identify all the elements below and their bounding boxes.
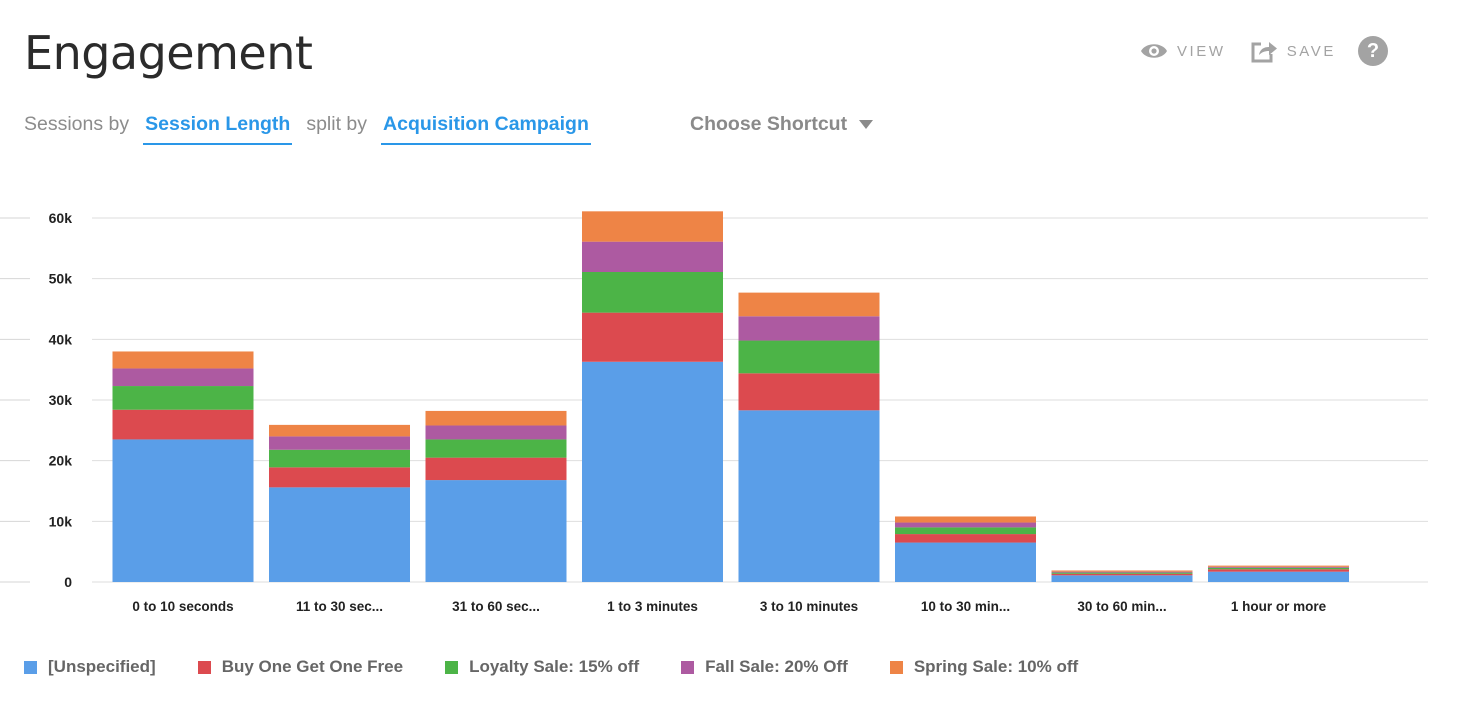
y-tick-label: 0 — [64, 574, 72, 590]
bar-segment — [1208, 567, 1349, 570]
legend-label: Fall Sale: 20% Off — [705, 657, 848, 676]
y-tick-label: 50k — [49, 271, 73, 287]
bar-segment — [895, 522, 1036, 528]
bar-segment — [895, 534, 1036, 543]
bar-segment — [582, 241, 723, 272]
legend-swatch — [681, 660, 695, 674]
view-button[interactable]: VIEW — [1140, 41, 1226, 61]
bar-segment — [425, 410, 567, 426]
y-tick-label: 60k — [49, 210, 73, 226]
bar-segment — [269, 487, 410, 582]
bar-segment — [1208, 571, 1349, 582]
split-text: split by — [306, 113, 368, 135]
bar-segment — [1051, 570, 1193, 572]
shortcut-dropdown[interactable]: Choose Shortcut — [690, 113, 874, 136]
y-tick-label: 20k — [49, 453, 73, 469]
view-label: VIEW — [1176, 42, 1226, 60]
legend-swatch — [889, 660, 903, 674]
bar-segment — [738, 373, 880, 411]
bar-segment — [1208, 565, 1349, 567]
bar-segment — [895, 527, 1036, 535]
x-tick-label: 30 to 60 min... — [1077, 599, 1166, 614]
y-tick-label: 10k — [49, 513, 73, 529]
legend-swatch — [445, 660, 459, 674]
bar-segment — [1051, 575, 1193, 582]
stacked-bar-chart: 0 10k 20k 30k 40k 50k 60k 0 to 10 seconds 11 to … — [0, 210, 1428, 614]
header-actions: VIEW SAVE ? — [1116, 36, 1388, 66]
eye-icon — [1140, 44, 1167, 58]
bar-segment — [1208, 566, 1349, 568]
bar-segment — [269, 424, 410, 437]
y-tick-label: 40k — [49, 331, 73, 347]
caret-down-icon — [859, 120, 874, 129]
measure-select[interactable]: Session Length — [143, 111, 293, 145]
bar-segment — [425, 480, 567, 582]
bar-segment — [738, 340, 880, 374]
bar-segment — [269, 449, 410, 468]
x-tick-label: 0 to 10 seconds — [132, 599, 233, 614]
chart-legend: [Unspecified] Buy One Get One Free Loyalty… — [24, 657, 1120, 677]
share-icon — [1251, 42, 1277, 63]
bar-segment — [112, 409, 254, 440]
bar-segment — [1051, 571, 1193, 573]
x-tick-label: 1 to 3 minutes — [607, 599, 698, 614]
x-tick-label: 1 hour or more — [1231, 599, 1327, 614]
bar-segment — [1051, 572, 1193, 574]
split-select[interactable]: Acquisition Campaign — [381, 111, 591, 145]
y-tick-label: 30k — [49, 392, 73, 408]
legend-item[interactable]: Spring Sale: 10% off — [889, 657, 1079, 677]
bar-segment — [738, 292, 880, 317]
bar-segment — [425, 439, 567, 458]
bar-segment — [895, 516, 1036, 523]
bar-segment — [112, 439, 254, 582]
legend-item[interactable]: Loyalty Sale: 15% off — [445, 657, 639, 677]
bar-segment — [425, 425, 567, 440]
legend-label: Loyalty Sale: 15% off — [469, 657, 640, 676]
bar-segment — [269, 467, 410, 488]
bar-segment — [1051, 573, 1193, 576]
shortcut-label: Choose Shortcut — [690, 113, 848, 135]
legend-item[interactable]: [Unspecified] — [24, 657, 156, 677]
x-tick-label: 11 to 30 sec... — [296, 599, 383, 614]
save-button[interactable]: SAVE — [1250, 39, 1336, 63]
legend-swatch — [197, 660, 211, 674]
bar-segment — [112, 386, 254, 410]
legend-swatch — [24, 660, 37, 674]
x-tick-label: 3 to 10 minutes — [760, 599, 858, 614]
legend-item[interactable]: Fall Sale: 20% Off — [681, 657, 848, 677]
query-prefix: Sessions by — [24, 113, 130, 135]
bar-segment — [269, 436, 410, 450]
bar-segment — [738, 410, 880, 582]
x-tick-label: 10 to 30 min... — [921, 599, 1010, 614]
legend-label: Buy One Get One Free — [221, 657, 404, 676]
legend-label: [Unspecified] — [48, 657, 156, 676]
bar-segment — [738, 316, 880, 341]
x-tick-label: 31 to 60 sec... — [452, 599, 540, 614]
save-label: SAVE — [1286, 42, 1336, 60]
bar-segment — [112, 351, 254, 369]
bar-segment — [895, 542, 1036, 582]
bar-segment — [582, 312, 723, 362]
bar-segment — [582, 271, 723, 313]
bar-segment — [425, 457, 567, 481]
legend-label: Spring Sale: 10% off — [913, 657, 1079, 676]
page-title: Engagement — [24, 26, 313, 80]
help-icon[interactable]: ? — [1358, 36, 1388, 66]
query-builder: Sessions by Session Length split by Acqu… — [24, 111, 605, 145]
bar-segment — [112, 368, 254, 387]
bar-segment — [582, 361, 723, 582]
bar-segment — [1208, 569, 1349, 572]
legend-item[interactable]: Buy One Get One Free — [197, 657, 404, 677]
bar-segment — [582, 211, 723, 242]
